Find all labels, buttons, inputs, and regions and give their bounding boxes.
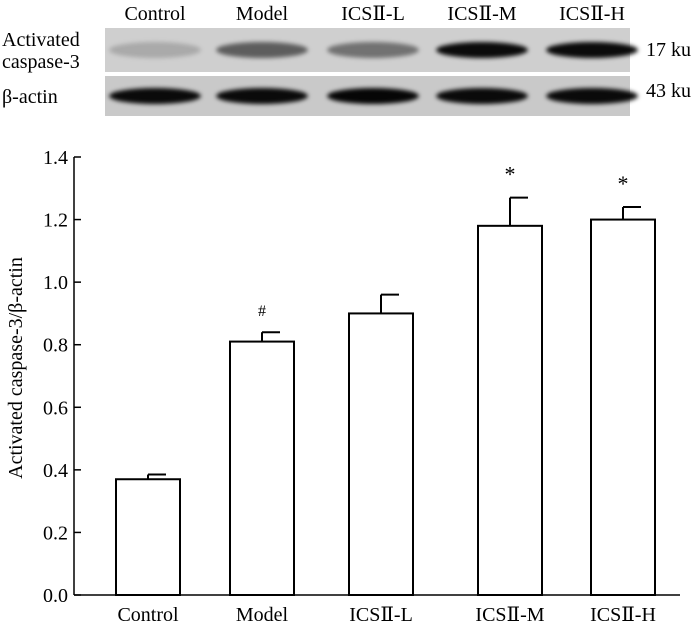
- blot-lane-label: ICSⅡ-H: [559, 3, 625, 25]
- blot-size-actin: 43 ku: [646, 80, 691, 102]
- y-tick-label: 0.6: [43, 397, 68, 419]
- bar: [477, 224, 543, 596]
- y-tick-label: 0.8: [43, 335, 68, 357]
- bars: # * *: [115, 162, 656, 597]
- blot-bands: [109, 42, 638, 104]
- blot-band: [546, 88, 638, 104]
- blot-band: [216, 42, 308, 58]
- blot-band: [109, 88, 201, 104]
- blot-band: [436, 42, 528, 58]
- y-axis-label: Activated caspase-3/β-actin: [5, 257, 27, 479]
- blot-size-caspase: 17 ku: [646, 39, 691, 61]
- significance-mark: *: [618, 171, 629, 196]
- significance-mark: #: [258, 303, 266, 320]
- blot-row-label-caspase-line2: caspase-3: [2, 51, 80, 73]
- blot-lane-labels: Control Model ICSⅡ-L ICSⅡ-M ICSⅡ-H: [124, 3, 624, 25]
- western-blot: Control Model ICSⅡ-L ICSⅡ-M ICSⅡ-H Activated…: [2, 3, 691, 116]
- bar: [229, 340, 295, 597]
- blot-band: [546, 42, 638, 58]
- blot-band: [327, 88, 419, 104]
- bar: [348, 312, 414, 596]
- blot-band: [109, 42, 201, 58]
- blot-lane-label: Model: [236, 3, 289, 25]
- x-axis-tick-labels: Control Model ICSⅡ-L ICSⅡ-M ICSⅡ-H: [117, 604, 655, 623]
- blot-lane-label: ICSⅡ-M: [447, 3, 516, 25]
- blot-band: [436, 88, 528, 104]
- blot-lane-label: Control: [124, 3, 186, 25]
- y-tick-label: 1.4: [43, 147, 68, 169]
- significance-mark: *: [505, 162, 516, 187]
- blot-band: [327, 42, 419, 58]
- y-tick-label: 1.2: [43, 210, 68, 232]
- blot-row-label-actin: β-actin: [2, 86, 58, 108]
- bar: [590, 218, 656, 596]
- y-tick-label: 0.0: [43, 585, 68, 607]
- bar-chart: Activated caspase-3/β-actin 0.0 0.2 0.4 0.6…: [5, 147, 680, 623]
- blot-row-label-caspase-line1: Activated: [2, 29, 80, 51]
- bar: [115, 478, 181, 596]
- x-tick-label: ICSⅡ-L: [349, 604, 413, 623]
- x-tick-label: Model: [236, 604, 289, 623]
- y-tick-label: 1.0: [43, 272, 68, 294]
- x-tick-label: ICSⅡ-M: [475, 604, 544, 623]
- blot-lane-label: ICSⅡ-L: [341, 3, 405, 25]
- blot-band: [216, 88, 308, 104]
- x-tick-label: ICSⅡ-H: [590, 604, 656, 623]
- y-tick-label: 0.4: [43, 460, 68, 482]
- y-tick-label: 0.2: [43, 522, 68, 544]
- y-axis-ticks: 0.0 0.2 0.4 0.6 0.8 1.0 1.2 1.4: [43, 147, 81, 607]
- x-tick-label: Control: [117, 604, 179, 623]
